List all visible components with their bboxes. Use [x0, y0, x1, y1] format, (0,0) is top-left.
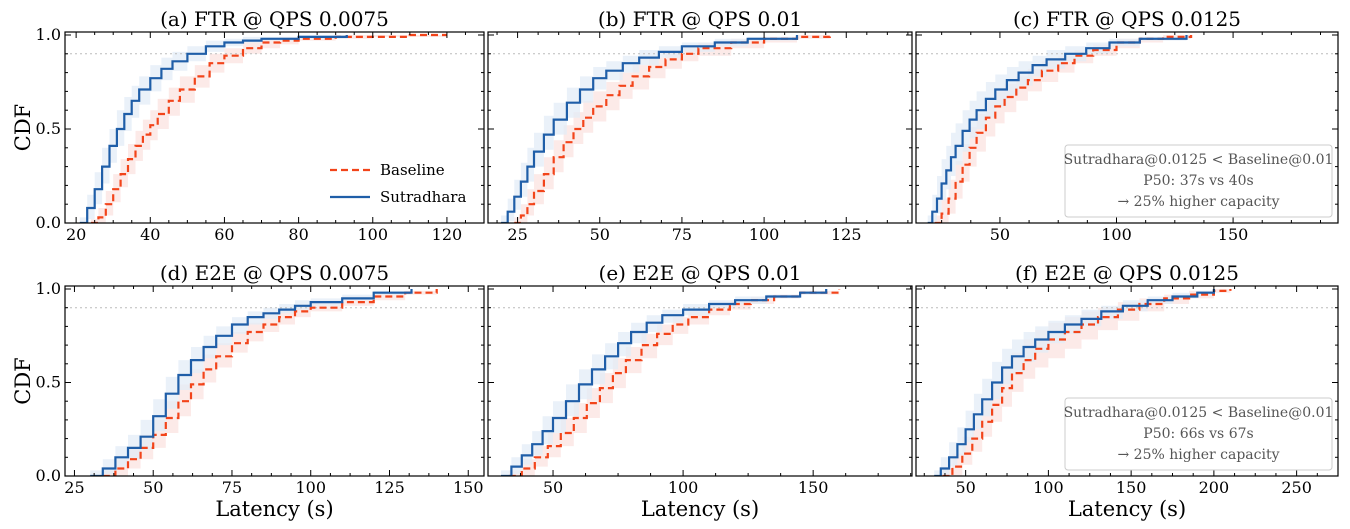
panel-b: 25 50 75 100 125 (b) FTR @ QPS 0.01: [487, 7, 913, 244]
panel-title: (b) FTR @ QPS 0.01: [598, 7, 802, 31]
x-tick-label: 50: [543, 478, 563, 497]
x-tick-label: 25: [507, 225, 527, 244]
x-tick-label: 50: [990, 225, 1010, 244]
x-tick-label: 50: [590, 225, 610, 244]
annotation-line-2: P50: 66s vs 67s: [1143, 426, 1253, 442]
x-tick-label: 50: [143, 478, 163, 497]
x-tick-label: 100: [295, 478, 326, 497]
band-sutradhara: [501, 289, 912, 476]
panel-d: 25 50 75 100 125 150 0.0 0.5 1.0 (d) E2E @ QPS 0.…: [11, 261, 485, 521]
x-tick-label: 125: [831, 225, 862, 244]
series-line-baseline: [514, 35, 831, 223]
band-baseline: [514, 35, 912, 223]
axes-frame: [915, 31, 1339, 224]
y-axis-label: CDF: [11, 104, 35, 151]
x-axis-label: Latency (s): [1068, 497, 1186, 521]
legend-label-baseline: Baseline: [380, 161, 445, 179]
panel-c: 50 100 150 (c) FTR @ QPS 0.0125 Sutradhara@0…: [915, 7, 1339, 244]
x-tick-label: 200: [1199, 478, 1230, 497]
plot-area: [916, 289, 1338, 476]
band-sutradhara: [90, 289, 484, 476]
axes-frame: [487, 31, 913, 224]
series-line-sutradhara: [501, 35, 799, 223]
panel-title: (d) E2E @ QPS 0.0075: [160, 261, 389, 285]
axes-frame: [64, 31, 485, 224]
x-axis-label: Latency (s): [641, 497, 759, 521]
x-tick-label: 250: [1281, 478, 1312, 497]
plot-area: [65, 289, 484, 476]
x-tick-label: 125: [374, 478, 405, 497]
x-tick-label: 80: [288, 225, 308, 244]
annotation-line-3: → 25% higher capacity: [1118, 194, 1280, 210]
y-axis-label: CDF: [11, 357, 35, 404]
x-tick-label: 75: [222, 478, 242, 497]
x-tick-label: 75: [672, 225, 692, 244]
series-line-sutradhara: [934, 289, 1215, 476]
y-tick-label: 1.0: [36, 279, 61, 298]
x-tick-label: 150: [453, 478, 484, 497]
x-tick-label: 100: [1033, 478, 1064, 497]
x-tick-label: 50: [955, 478, 975, 497]
series-line-baseline: [508, 289, 841, 476]
panel-f: 50 100 150 200 250 (f) E2E @ QPS 0.0125 Latenc…: [915, 261, 1339, 521]
band-baseline: [508, 289, 912, 476]
x-tick-label: 40: [140, 225, 160, 244]
annotation-background: [1064, 397, 1333, 471]
x-tick-label: 100: [749, 225, 780, 244]
y-tick-label: 0.5: [36, 373, 61, 392]
x-tick-label: 100: [1101, 225, 1132, 244]
x-tick-label: 150: [798, 478, 829, 497]
annotation-line-2: P50: 37s vs 40s: [1143, 173, 1253, 189]
band-baseline: [934, 35, 1338, 223]
plot-area: [488, 289, 912, 476]
x-tick-label: 20: [66, 225, 86, 244]
x-tick-label: 150: [1218, 225, 1249, 244]
series-line-baseline: [102, 289, 438, 476]
panel-title: (e) E2E @ QPS 0.01: [599, 261, 802, 285]
y-tick-label: 1.0: [36, 25, 61, 44]
axes-frame: [487, 285, 913, 477]
y-tick-label: 0.5: [36, 119, 61, 138]
x-tick-label: 120: [432, 225, 463, 244]
plot-area: [65, 33, 484, 223]
x-tick-label: 60: [214, 225, 234, 244]
panel-title: (c) FTR @ QPS 0.0125: [1013, 7, 1241, 31]
panel-e: 50 100 150 (e) E2E @ QPS 0.01 Latency (s): [487, 261, 913, 521]
panel-title: (a) FTR @ QPS 0.0075: [160, 7, 389, 31]
panel-title: (f) E2E @ QPS 0.0125: [1015, 261, 1239, 285]
x-tick-label: 25: [64, 478, 84, 497]
annotation-box: Sutradhara@0.0125 < Baseline@0.01 P50: 37…: [1064, 144, 1334, 218]
annotation-line-1: Sutradhara@0.0125 < Baseline@0.01: [1064, 152, 1334, 168]
series-line-sutradhara: [927, 35, 1188, 223]
series-line-sutradhara: [501, 289, 828, 476]
plot-area: [916, 35, 1338, 223]
band-sutradhara: [934, 289, 1338, 476]
legend-label-sutradhara: Sutradhara: [380, 188, 466, 206]
x-tick-label: 100: [357, 225, 388, 244]
band-baseline: [91, 35, 484, 223]
plot-area: [488, 35, 912, 223]
x-tick-label: 150: [1116, 478, 1147, 497]
legend: Baseline Sutradhara: [330, 161, 466, 206]
axes-frame: [64, 285, 485, 477]
annotation-line-3: → 25% higher capacity: [1118, 447, 1280, 463]
series-line-baseline: [91, 33, 447, 223]
annotation-line-1: Sutradhara@0.0125 < Baseline@0.01: [1064, 405, 1334, 421]
x-axis-label: Latency (s): [215, 497, 333, 521]
annotation-background: [1064, 144, 1333, 218]
axes-frame: [915, 285, 1339, 477]
band-sutradhara: [927, 35, 1338, 223]
panel-a: 20 40 60 80 100 120 0.0 0.5 1.0 (a) FTR @ QPS 0.0…: [11, 7, 485, 244]
y-tick-label: 0.0: [36, 466, 61, 485]
band-baseline: [102, 289, 484, 476]
band-sutradhara: [501, 35, 912, 223]
series-line-sutradhara: [90, 289, 413, 476]
series-line-sutradhara: [79, 35, 348, 223]
y-tick-label: 0.0: [36, 213, 61, 232]
annotation-box: Sutradhara@0.0125 < Baseline@0.01 P50: 66…: [1064, 397, 1334, 471]
x-tick-label: 100: [668, 478, 699, 497]
